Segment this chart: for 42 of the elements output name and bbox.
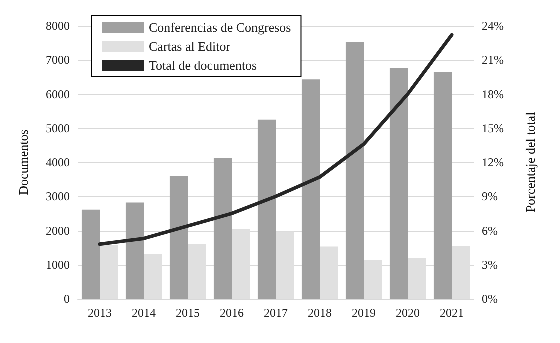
y-tick-label: 0 bbox=[64, 292, 70, 306]
y-tick-label: 3000 bbox=[46, 190, 70, 204]
y-tick-label: 1000 bbox=[46, 258, 70, 272]
y-axis-title: Documentos bbox=[16, 130, 31, 196]
y-tick-label: 6000 bbox=[46, 87, 70, 102]
y-tick-label: 4000 bbox=[46, 156, 70, 170]
y2-tick-label: 24% bbox=[482, 19, 504, 33]
bar bbox=[302, 80, 320, 299]
y2-tick-label: 9% bbox=[482, 190, 498, 204]
y-tick-label: 5000 bbox=[46, 121, 70, 136]
bar bbox=[434, 72, 452, 299]
bar bbox=[170, 176, 188, 299]
y2-tick-label: 21% bbox=[482, 53, 504, 68]
y2-tick-label: 12% bbox=[482, 156, 504, 170]
legend-label: Conferencias de Congresos bbox=[149, 20, 292, 35]
y2-tick-label: 15% bbox=[482, 121, 504, 136]
y2-axis-title: Porcentaje del total bbox=[523, 112, 538, 213]
bar bbox=[82, 210, 100, 299]
y-tick-label: 8000 bbox=[46, 19, 70, 33]
x-tick-label: 2015 bbox=[176, 306, 200, 320]
bar bbox=[258, 120, 276, 299]
x-tick-label: 2013 bbox=[88, 306, 112, 320]
x-tick-label: 2017 bbox=[264, 306, 288, 320]
x-tick-label: 2014 bbox=[132, 306, 156, 320]
y-tick-label: 7000 bbox=[46, 53, 70, 68]
y2-tick-label: 3% bbox=[482, 258, 498, 272]
line-series bbox=[98, 33, 454, 246]
bar bbox=[390, 68, 408, 299]
y2-tick-label: 18% bbox=[482, 87, 504, 102]
x-tick-label: 2021 bbox=[440, 306, 464, 320]
y-tick-label: 2000 bbox=[46, 224, 70, 238]
y2-tick-label: 6% bbox=[482, 224, 498, 238]
bar bbox=[126, 202, 144, 299]
x-tick-label: 2020 bbox=[396, 306, 420, 320]
bar bbox=[346, 42, 364, 299]
legend-label: Total de documentos bbox=[149, 58, 258, 73]
x-tick-label: 2019 bbox=[352, 306, 376, 320]
bar bbox=[214, 158, 232, 299]
x-tick-label: 2018 bbox=[308, 306, 332, 320]
y2-tick-label: 0% bbox=[482, 292, 498, 306]
x-tick-label: 2016 bbox=[220, 306, 244, 320]
legend-label: Cartas al Editor bbox=[149, 39, 232, 54]
